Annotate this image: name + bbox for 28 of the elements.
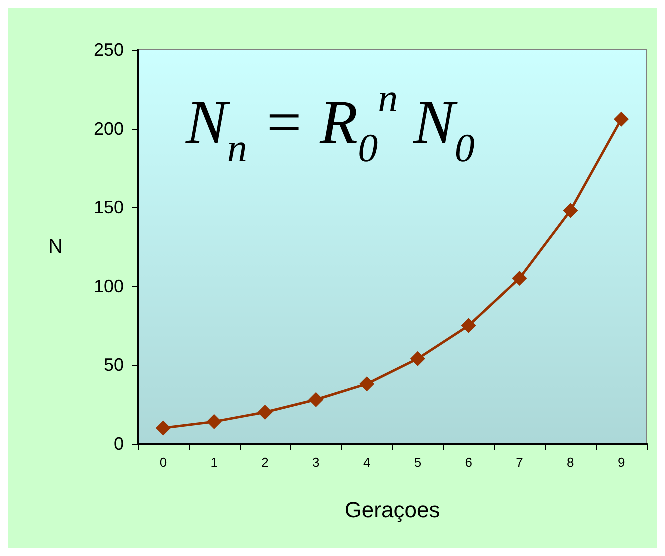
x-tick-label: 1 [210,455,218,470]
point [563,203,578,218]
point [258,404,273,420]
x-tick-label: 4 [363,455,371,470]
point [410,351,426,366]
point [512,271,528,286]
y-tick-label: 200 [94,118,124,139]
point [461,318,476,334]
point [360,376,375,392]
x-axis-title: Geraçoes [344,498,440,522]
x-tick-label: 3 [312,455,320,470]
y-tick-label: 100 [94,276,124,296]
x-tick-label: 2 [262,455,269,470]
y-tick-label: 50 [104,355,124,376]
y-tick-label: 250 [94,40,124,60]
x-tick-label: 9 [618,455,626,470]
x-tick-label: 8 [567,455,574,470]
x-tick-label: 7 [516,455,524,470]
point [308,392,324,408]
point [156,420,171,436]
x-tick-label: 5 [414,455,422,470]
point [614,112,630,127]
y-tick-label: 150 [94,198,124,218]
x-tick-label: 0 [160,455,168,470]
y-tick-label: 0 [114,434,124,454]
point [206,414,222,430]
y-axis-title: N [48,236,63,258]
x-tick-label: 6 [465,455,472,470]
